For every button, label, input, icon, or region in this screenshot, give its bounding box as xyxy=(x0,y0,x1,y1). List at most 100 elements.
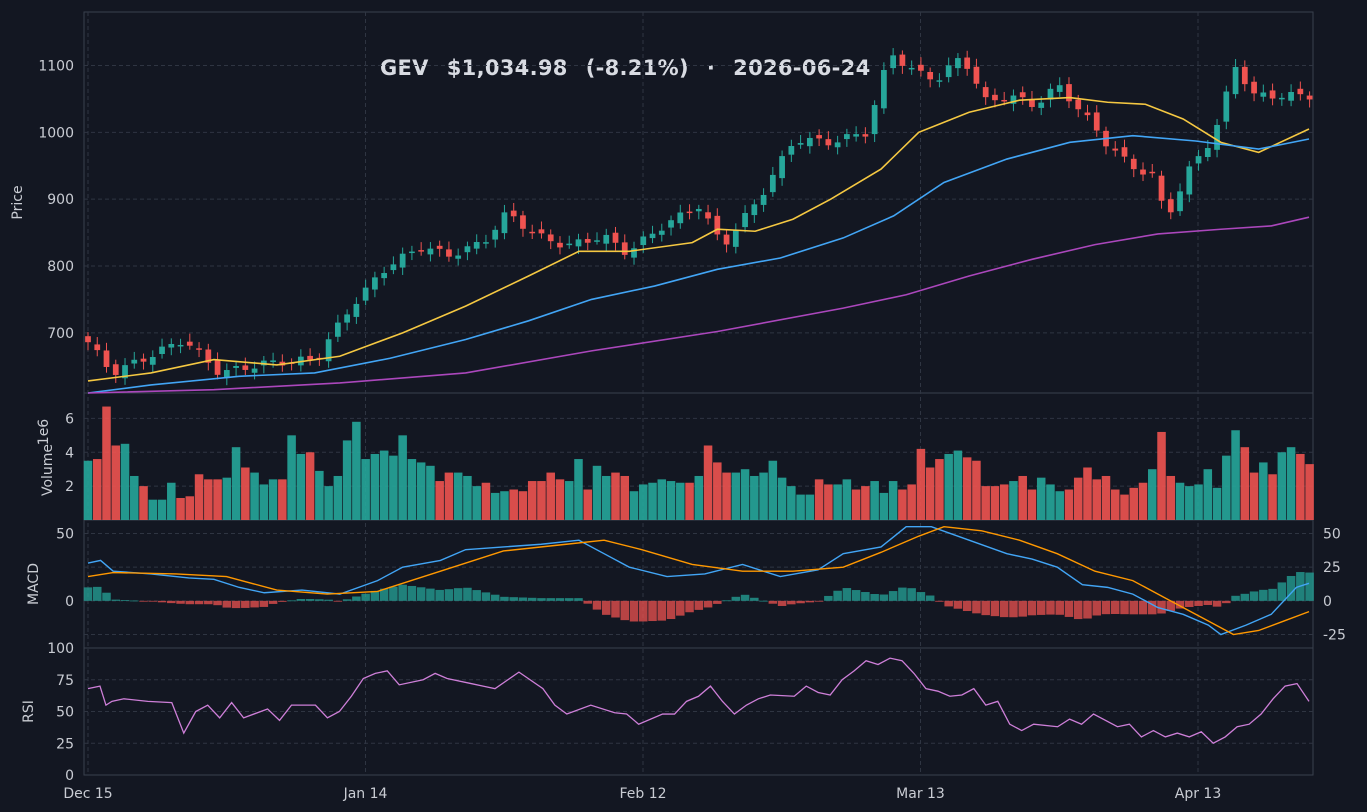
candle-body xyxy=(483,242,489,244)
macd-histogram-bar xyxy=(1018,600,1027,617)
candle-body xyxy=(538,229,545,234)
macd-histogram-bar xyxy=(1120,600,1129,615)
macd-histogram-bar xyxy=(268,600,278,604)
candle-body xyxy=(1297,88,1304,95)
volume-bar xyxy=(481,482,491,520)
candle-body xyxy=(1130,158,1137,170)
macd-histogram-bar xyxy=(648,600,657,622)
macd-histogram-bar xyxy=(1166,600,1176,612)
candle-body xyxy=(714,215,721,235)
macd-left-tick-label: 0 xyxy=(65,594,74,610)
volume-bar xyxy=(379,450,389,520)
volume-bar xyxy=(1277,452,1287,520)
price-tick-label: 800 xyxy=(47,259,74,275)
macd-frame xyxy=(83,519,1314,649)
volume-bar xyxy=(768,460,778,520)
volume-panel xyxy=(83,406,1314,520)
volume-bar xyxy=(564,481,574,520)
macd-histogram-bar xyxy=(879,594,889,601)
candle-body xyxy=(955,58,961,69)
candle-body xyxy=(862,134,869,137)
volume-bar xyxy=(130,475,139,520)
volume-bar xyxy=(1064,489,1074,520)
macd-histogram-bar xyxy=(426,588,435,601)
macd-histogram-bar xyxy=(1064,600,1074,617)
volume-bar xyxy=(972,460,981,520)
title-date: 2026-06-24 xyxy=(733,56,871,80)
macd-histogram-bar xyxy=(657,600,667,621)
candle-body xyxy=(992,94,998,101)
rsi-tick-label: 50 xyxy=(56,705,74,721)
candle-body xyxy=(381,273,388,279)
volume-bar xyxy=(352,421,361,520)
volume-bar xyxy=(444,472,454,520)
macd-histogram-bar xyxy=(416,587,426,601)
macd-histogram-bar xyxy=(1212,600,1222,607)
price-tick-label: 1000 xyxy=(38,125,74,141)
volume-bar xyxy=(148,499,158,520)
macd-histogram-bar xyxy=(916,592,926,601)
volume-bar xyxy=(83,460,93,520)
macd-histogram-bar xyxy=(898,587,907,601)
macd-histogram-bar xyxy=(611,600,620,618)
candle-body xyxy=(1093,112,1100,131)
title-ticker: GEV xyxy=(380,56,429,80)
macd-histogram-bar xyxy=(981,600,990,616)
macd-histogram-bar xyxy=(490,594,500,601)
volume-bar xyxy=(305,452,315,520)
macd-histogram-bar xyxy=(389,586,398,601)
candle-body xyxy=(1251,81,1257,94)
rsi-tick-label: 25 xyxy=(56,736,74,752)
macd-histogram-bar xyxy=(694,600,704,610)
volume-bar xyxy=(851,489,861,520)
macd-histogram-bar xyxy=(1268,588,1277,601)
candle-body xyxy=(1001,99,1008,102)
macd-histogram-bar xyxy=(250,600,259,608)
macd-histogram-bar xyxy=(435,589,444,601)
candle-body xyxy=(1112,148,1119,151)
candle-body xyxy=(547,234,554,242)
volume-bar xyxy=(1259,462,1268,520)
volume-bar xyxy=(222,477,232,520)
candle-body xyxy=(1241,66,1248,85)
candle-body xyxy=(844,134,850,140)
volume-bar xyxy=(1286,447,1296,520)
macd-histogram-bar xyxy=(814,600,824,602)
volume-bar xyxy=(953,450,963,520)
volume-bar xyxy=(907,484,916,520)
candle-body xyxy=(1029,98,1035,107)
macd-histogram-bar xyxy=(222,600,232,608)
macd-histogram-bar xyxy=(1175,600,1185,609)
volume-axis-label: Volume xyxy=(40,444,56,496)
candle-body xyxy=(881,69,887,109)
volume-bar xyxy=(389,455,398,520)
x-tick-label: Feb 12 xyxy=(619,786,666,802)
macd-histogram-bar xyxy=(1277,582,1287,601)
candle-body xyxy=(409,251,415,254)
candle-body xyxy=(372,277,378,290)
volume-bar xyxy=(361,459,370,520)
volume-bar xyxy=(925,467,935,520)
candle-body xyxy=(584,239,591,243)
volume-bar xyxy=(185,496,195,520)
candle-body xyxy=(705,212,711,219)
macd-histogram-bar xyxy=(1009,600,1018,618)
volume-bar xyxy=(555,479,565,520)
candle-body xyxy=(168,343,175,348)
macd-histogram-bar xyxy=(555,598,565,601)
candle-body xyxy=(362,287,369,301)
volume-bar xyxy=(176,497,185,520)
volume-tick-label: 2 xyxy=(65,479,74,495)
macd-histogram-bar xyxy=(685,600,694,613)
candle-body xyxy=(1075,99,1082,110)
macd-histogram-bar xyxy=(407,585,417,601)
candle-body xyxy=(1158,175,1165,201)
volume-bar xyxy=(509,489,518,520)
candle-body xyxy=(186,341,193,346)
candle-body xyxy=(557,242,563,248)
candle-body xyxy=(242,365,249,370)
candle-body xyxy=(806,137,813,147)
volume-bar xyxy=(1148,469,1157,520)
macd-histogram-bar xyxy=(1101,600,1111,615)
x-tick-label: Dec 15 xyxy=(63,786,112,802)
